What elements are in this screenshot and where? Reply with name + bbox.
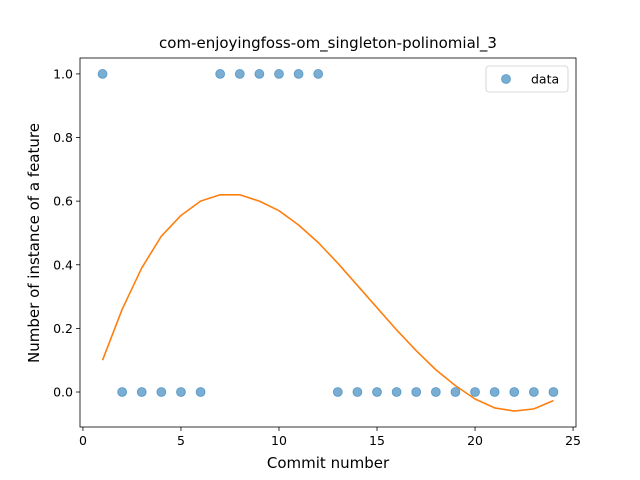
x-tick-label: 20 [467,433,483,448]
legend-label: data [531,72,559,87]
plot-area: 0 5 10 15 20 25 0.0 0.2 0.4 0.6 0.8 1.0 data [53,57,581,448]
data-point [411,387,422,397]
data-point [195,387,206,397]
data-point [352,387,363,397]
data-point [470,387,480,397]
y-tick-label: 0.2 [53,321,73,336]
chart-title: com-enjoyingfoss-om_singleton-polinomial… [159,34,497,53]
legend-marker [501,74,511,84]
data-point [332,387,343,397]
data-point [176,387,186,397]
data-point [450,387,461,397]
data-point [528,387,539,397]
y-tick-label: 0.6 [53,194,73,209]
x-tick-label: 15 [369,433,385,448]
data-point [430,387,441,397]
axes-frame [79,57,577,428]
x-tick-label: 5 [177,433,185,448]
data-point [489,387,500,397]
data-point [215,69,226,79]
y-tick-label: 1.0 [53,66,73,81]
y-tick-label: 0.4 [53,257,73,272]
legend: data [485,65,569,93]
data-point [391,387,402,397]
x-tick-label: 10 [271,433,287,448]
y-axis-title: Number of instance of a feature [25,123,43,363]
data-point [509,387,520,397]
x-tick-label: 25 [565,433,581,448]
data-point [293,69,304,79]
data-point [136,387,147,397]
data-point [548,387,559,397]
fit-line [101,193,554,412]
data-point [156,387,167,397]
data-point [313,69,324,79]
data-point [274,69,284,79]
data-point [97,69,108,79]
data-point [372,387,382,397]
y-tick-label: 0.8 [53,130,73,145]
legend-box [485,65,569,93]
x-tick-label: 0 [79,433,87,448]
data-point [234,69,245,79]
data-point [254,69,265,79]
x-axis-title: Commit number [267,454,390,472]
data-point [117,387,128,397]
y-tick-label: 0.0 [53,385,73,400]
